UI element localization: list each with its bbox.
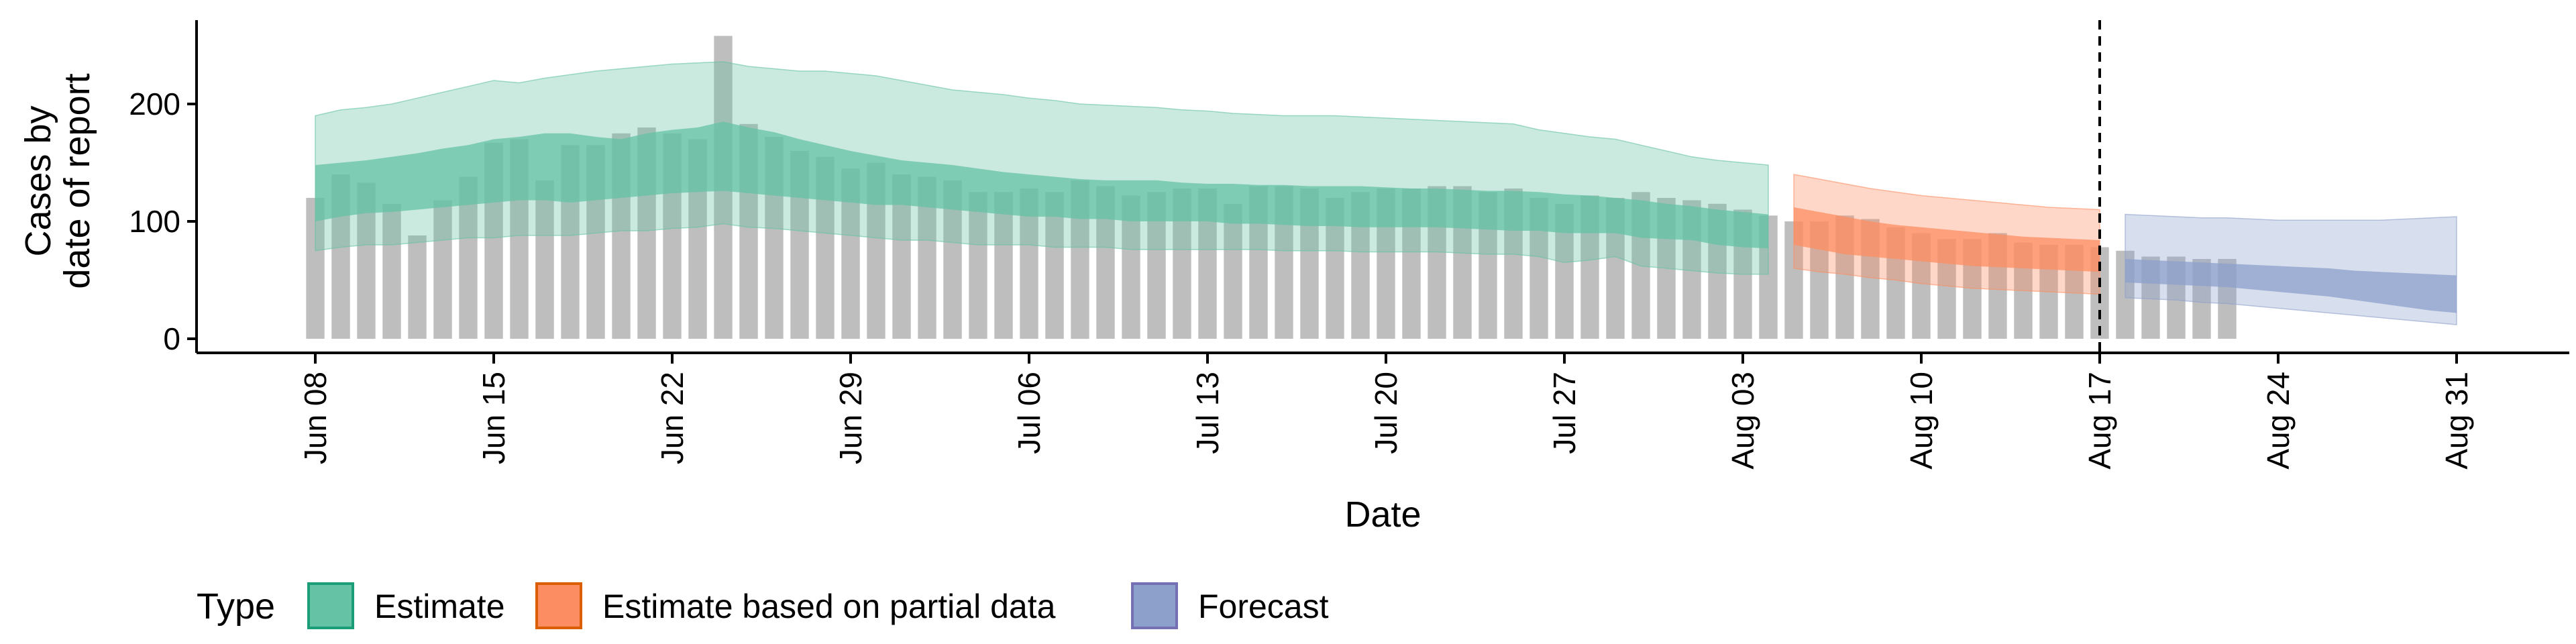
x-tick-label: Aug 03 <box>1725 372 1760 470</box>
labels-layer: 0 100 200 Jun 08 Jun 15 Jun 22 Jun 29 Jul 06 Jul… <box>18 73 2474 535</box>
x-tick-label: Jul 27 <box>1547 372 1582 454</box>
x-tick-label: Jun 08 <box>298 372 333 464</box>
x-tick-label: Jul 06 <box>1012 372 1046 454</box>
reported-cases-bar <box>994 192 1013 339</box>
legend-label: Estimate based on partial data <box>602 588 1056 625</box>
y-axis-title-line: date of report <box>57 73 97 288</box>
y-tick-label: 200 <box>129 87 180 121</box>
legend-label: Forecast <box>1198 588 1329 625</box>
legend-key <box>307 582 354 629</box>
x-tick-label: Aug 10 <box>1904 372 1939 470</box>
y-axis-title: Cases bydate of report <box>18 73 97 288</box>
y-tick-label: 0 <box>163 321 180 356</box>
x-tick-label: Jun 22 <box>655 372 690 464</box>
legend-key <box>1131 582 1178 629</box>
forecast-50-interval <box>2125 259 2457 313</box>
x-tick-label: Jun 15 <box>476 372 511 464</box>
x-tick-label: Jun 29 <box>833 372 868 464</box>
reported-cases-bar <box>1224 203 1242 339</box>
x-axis-title: Date <box>1344 494 1421 535</box>
y-tick-label: 100 <box>129 204 180 239</box>
reported-cases-bar <box>408 235 427 339</box>
reported-cases-bar <box>969 192 987 339</box>
x-tick-label: Aug 24 <box>2261 372 2296 470</box>
y-axis-title-line: Cases by <box>18 105 58 256</box>
legend: Type Estimate Estimate based on partial da… <box>197 582 1329 629</box>
reported-cases-bar <box>433 200 452 339</box>
reported-cases-bar <box>535 180 554 339</box>
partial-estimate-50-interval <box>1794 207 2100 272</box>
x-tick-label: Jul 13 <box>1190 372 1225 454</box>
x-tick-label: Aug 31 <box>2439 372 2474 470</box>
legend-title: Type <box>197 586 275 627</box>
ribbons-layer <box>315 61 2457 325</box>
legend-key <box>535 582 582 629</box>
legend-label: Estimate <box>374 588 505 625</box>
reported-cases-bar <box>382 203 401 339</box>
axes-layer <box>187 20 2569 364</box>
x-tick-label: Aug 17 <box>2082 372 2117 470</box>
estimate-50-interval <box>315 121 1768 249</box>
x-tick-label: Jul 20 <box>1368 372 1403 454</box>
